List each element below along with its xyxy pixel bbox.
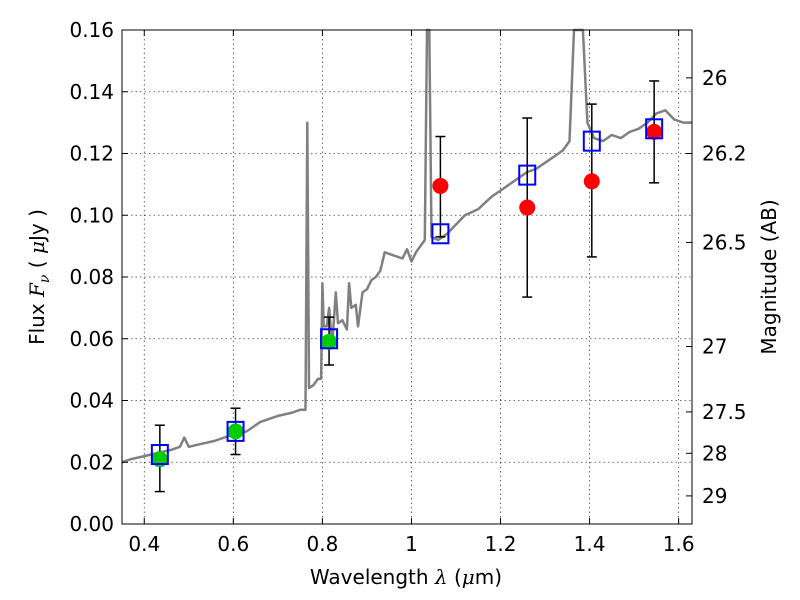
right-tick-label: 27.5 (702, 400, 747, 424)
y-axis-label-prefix: Flux (25, 297, 49, 345)
axis-ticks: 0.4 0.6 0.8 1 1.2 1.4 1.6 0.00 0.02 0.04 0.06 0.08 0… (69, 18, 746, 556)
data-point (583, 173, 600, 190)
x-tick-label: 0.6 (217, 532, 249, 556)
model-square (645, 118, 664, 140)
y-tick-label: 0.10 (69, 203, 114, 227)
x-tick-label: 1.2 (485, 532, 517, 556)
model-square (431, 223, 450, 245)
right-tick-label: 26 (702, 66, 727, 90)
x-tick-label: 0.4 (128, 532, 160, 556)
y-tick-label: 0.16 (69, 18, 114, 42)
y-tick-label: 0.08 (69, 265, 114, 289)
spectrum-series (121, 28, 692, 464)
y-tick-label: 0.14 (69, 80, 114, 104)
y-axis-label-unit-rest: Jy ) (25, 209, 49, 243)
error-bars (154, 80, 660, 493)
right-tick-label: 26.2 (702, 142, 747, 166)
y-tick-label: 0.04 (69, 389, 114, 413)
y-axis-title: Flux Fν ( μJy ) (25, 209, 53, 345)
y-axis-label-unit-mu: μ (25, 241, 49, 254)
y-axis-label-subscript: ν (37, 274, 53, 283)
model-square (320, 328, 339, 350)
y-tick-label: 0.12 (69, 142, 114, 166)
model-square (150, 444, 169, 466)
x-tick-label: 0.8 (306, 532, 338, 556)
y-tick-label: 0.06 (69, 327, 114, 351)
x-axis-label-symbol: λ (434, 565, 448, 589)
x-axis-label-unit-mu: μ (462, 565, 475, 589)
y-right-axis-title: Magnitude (AB) (757, 199, 781, 354)
model-square (582, 130, 601, 152)
model-square (518, 164, 537, 186)
y-tick-label: 0.00 (69, 512, 114, 536)
y-axis-label-symbol: F (25, 282, 49, 298)
right-tick-label: 28 (702, 441, 727, 465)
x-axis-title: Wavelength λ (μm) (310, 565, 502, 589)
x-axis-label-unit-rest: m) (475, 565, 502, 589)
right-tick-label: 26.5 (702, 230, 747, 254)
x-tick-label: 1.6 (663, 532, 695, 556)
data-point (519, 199, 536, 216)
x-tick-label: 1.4 (574, 532, 606, 556)
x-axis-label-unit-open: ( (448, 565, 462, 589)
spectrum-line (121, 28, 692, 464)
y-tick-label: 0.02 (69, 450, 114, 474)
right-tick-label: 29 (702, 484, 727, 508)
x-axis-label-prefix: Wavelength (310, 565, 435, 589)
data-points (151, 123, 663, 468)
data-point (432, 177, 449, 194)
data-point (646, 123, 663, 140)
model-squares (150, 118, 664, 466)
grid (122, 29, 692, 525)
data-point (321, 333, 338, 350)
y-axis-label-unit-open: ( (25, 254, 49, 275)
data-point (227, 423, 244, 440)
right-tick-label: 27 (702, 334, 727, 358)
x-tick-label: 1 (405, 532, 418, 556)
model-square (226, 420, 245, 442)
